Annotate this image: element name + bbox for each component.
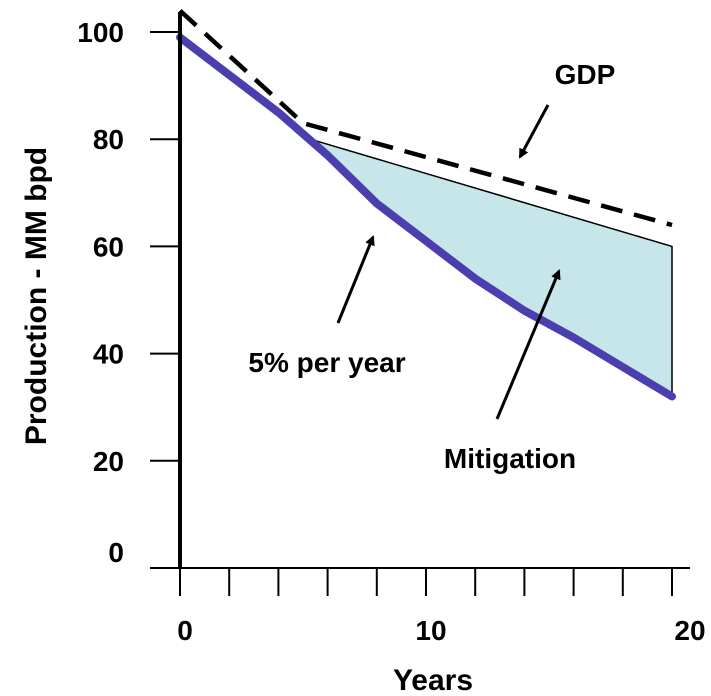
annotations: GDP 5% per year Mitigation [248,59,615,474]
y-tick-label: 80 [93,124,124,155]
y-axis-label: Production - MM bpd [20,147,53,445]
series-line-decline [176,33,676,401]
axes: 0 10 20 0 20 40 60 80 100 [77,12,706,646]
x-tick-label: 20 [674,615,705,646]
y-tick-label: 100 [77,17,124,48]
y-tick-label: 40 [93,339,124,370]
arrow-gdp [518,104,550,159]
x-tick-label: 0 [177,615,193,646]
series-line-gdp [178,8,673,228]
annotation-gdp: GDP [555,59,616,90]
plot-area [176,8,676,401]
x-tick-label: 10 [415,615,446,646]
annotation-mitigation: Mitigation [444,443,576,474]
arrow-5-percent [336,235,375,324]
y-tick-label: 20 [93,446,124,477]
arrow-mitigation [495,269,561,420]
x-axis-label: Years [393,664,473,696]
y-tick-label: 60 [93,231,124,262]
annotation-5-percent: 5% per year [248,347,405,378]
y-tick-label: 0 [108,537,124,568]
